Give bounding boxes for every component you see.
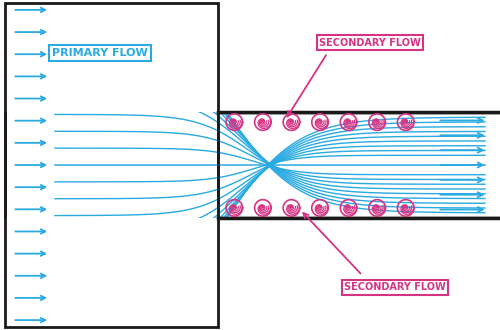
- Bar: [218, 0, 500, 112]
- Bar: [0, 218, 218, 330]
- Text: SECONDARY FLOW: SECONDARY FLOW: [344, 282, 446, 292]
- Bar: [0, 0, 218, 112]
- Text: SECONDARY FLOW: SECONDARY FLOW: [319, 38, 421, 48]
- Bar: [5, 3, 218, 327]
- Bar: [5, 3, 218, 327]
- Text: PRIMARY FLOW: PRIMARY FLOW: [52, 48, 148, 58]
- Bar: [218, 218, 500, 330]
